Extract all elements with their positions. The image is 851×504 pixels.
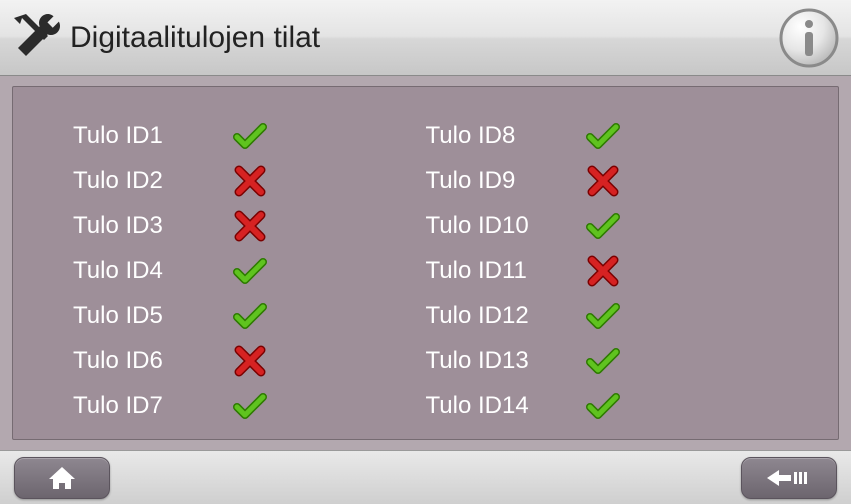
status-row: Tulo ID6: [73, 338, 426, 383]
status-row: Tulo ID1: [73, 113, 426, 158]
status-row: Tulo ID2: [73, 158, 426, 203]
back-arrow-icon: [765, 468, 813, 488]
status-row: Tulo ID3: [73, 203, 426, 248]
info-icon: [777, 6, 841, 70]
status-row: Tulo ID7: [73, 383, 426, 428]
input-label: Tulo ID2: [73, 167, 233, 195]
status-row: Tulo ID4: [73, 248, 426, 293]
status-row: Tulo ID11: [426, 248, 779, 293]
status-row: Tulo ID5: [73, 293, 426, 338]
input-label: Tulo ID8: [426, 122, 586, 150]
input-label: Tulo ID1: [73, 122, 233, 150]
input-label: Tulo ID5: [73, 302, 233, 330]
status-panel: Tulo ID1 Tulo ID2 Tulo ID3 Tulo ID4 Tulo…: [12, 86, 839, 440]
input-label: Tulo ID9: [426, 167, 586, 195]
input-label: Tulo ID3: [73, 212, 233, 240]
check-icon: [586, 344, 620, 378]
cross-icon: [233, 209, 267, 243]
check-icon: [586, 299, 620, 333]
status-row: Tulo ID12: [426, 293, 779, 338]
check-icon: [586, 209, 620, 243]
status-row: Tulo ID10: [426, 203, 779, 248]
status-column-right: Tulo ID8 Tulo ID9 Tulo ID10 Tulo ID11 Tu…: [426, 113, 779, 429]
input-label: Tulo ID7: [73, 392, 233, 420]
input-label: Tulo ID6: [73, 347, 233, 375]
input-label: Tulo ID13: [426, 347, 586, 375]
status-column-left: Tulo ID1 Tulo ID2 Tulo ID3 Tulo ID4 Tulo…: [73, 113, 426, 429]
status-row: Tulo ID14: [426, 383, 779, 428]
tools-icon: [10, 8, 66, 64]
footer-bar: [0, 450, 851, 504]
info-button[interactable]: [777, 6, 841, 70]
back-button[interactable]: [741, 457, 837, 499]
status-row: Tulo ID9: [426, 158, 779, 203]
home-icon: [47, 465, 77, 491]
cross-icon: [586, 164, 620, 198]
input-label: Tulo ID11: [426, 257, 586, 285]
check-icon: [586, 389, 620, 423]
status-row: Tulo ID8: [426, 113, 779, 158]
page-title: Digitaalitulojen tilat: [70, 21, 320, 55]
input-label: Tulo ID12: [426, 302, 586, 330]
cross-icon: [233, 164, 267, 198]
home-button[interactable]: [14, 457, 110, 499]
status-row: Tulo ID13: [426, 338, 779, 383]
check-icon: [233, 389, 267, 423]
check-icon: [233, 119, 267, 153]
cross-icon: [233, 344, 267, 378]
check-icon: [233, 299, 267, 333]
input-label: Tulo ID4: [73, 257, 233, 285]
cross-icon: [586, 254, 620, 288]
input-label: Tulo ID10: [426, 212, 586, 240]
check-icon: [586, 119, 620, 153]
input-label: Tulo ID14: [426, 392, 586, 420]
check-icon: [233, 254, 267, 288]
header-bar: Digitaalitulojen tilat: [0, 0, 851, 76]
